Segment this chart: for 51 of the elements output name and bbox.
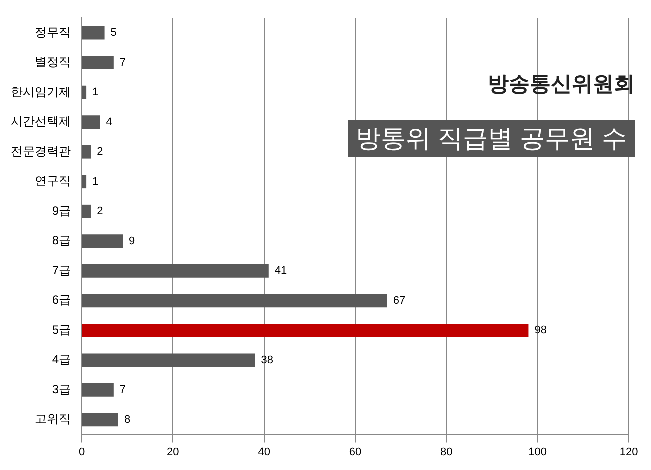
data-label: 1 — [92, 176, 99, 188]
x-tick-label: 60 — [349, 446, 362, 458]
y-tick-label: 고위직 — [35, 412, 71, 426]
x-tick-label: 100 — [528, 446, 548, 458]
bar — [82, 324, 529, 338]
bar — [82, 234, 124, 248]
bar — [82, 264, 269, 278]
bar — [82, 116, 100, 130]
data-label: 98 — [534, 324, 547, 337]
data-label: 8 — [124, 414, 131, 426]
y-tick-label: 9급 — [52, 204, 71, 218]
bar — [82, 294, 388, 308]
data-label: 7 — [120, 384, 126, 396]
y-tick-label: 8급 — [52, 234, 71, 248]
data-label: 41 — [274, 265, 288, 278]
y-tick-label: 연구직 — [35, 174, 71, 188]
data-label: 2 — [97, 146, 104, 158]
bar — [82, 354, 256, 368]
data-label: 5 — [110, 27, 117, 40]
data-label: 4 — [106, 116, 112, 128]
y-tick-label: 7급 — [52, 263, 71, 278]
data-label: 9 — [129, 235, 136, 248]
y-tick-label: 한시임기제 — [11, 84, 71, 99]
x-tick-label: 120 — [620, 446, 638, 458]
y-tick-label: 3급 — [52, 382, 71, 396]
x-tick-label: 40 — [258, 446, 270, 458]
bar — [82, 204, 92, 218]
y-tick-label: 5급 — [52, 322, 71, 337]
annotation: 방송통신위원회 — [488, 72, 635, 98]
bar — [82, 26, 105, 40]
bar — [82, 145, 92, 159]
data-label: 67 — [393, 294, 406, 307]
y-tick-label: 정무직 — [35, 25, 71, 40]
bar — [82, 175, 87, 189]
y-tick-label: 전문경력관 — [11, 144, 71, 158]
x-tick-label: 20 — [167, 446, 180, 458]
y-tick-label: 6급 — [52, 293, 71, 308]
bar — [82, 383, 114, 397]
data-label: 7 — [120, 56, 126, 69]
y-tick-label: 시간선택제 — [11, 114, 71, 129]
bar — [82, 413, 118, 427]
x-tick-label: 80 — [440, 446, 453, 458]
bar — [82, 56, 114, 70]
y-tick-label: 4급 — [52, 352, 71, 367]
data-label: 38 — [261, 354, 274, 366]
bar — [82, 86, 87, 100]
data-label: 2 — [97, 206, 104, 218]
x-tick-label: 0 — [78, 446, 86, 458]
text: 방통위 직급별 공무원 수 — [348, 120, 635, 157]
y-tick-label: 별정직 — [35, 55, 71, 70]
data-label: 1 — [92, 86, 99, 99]
